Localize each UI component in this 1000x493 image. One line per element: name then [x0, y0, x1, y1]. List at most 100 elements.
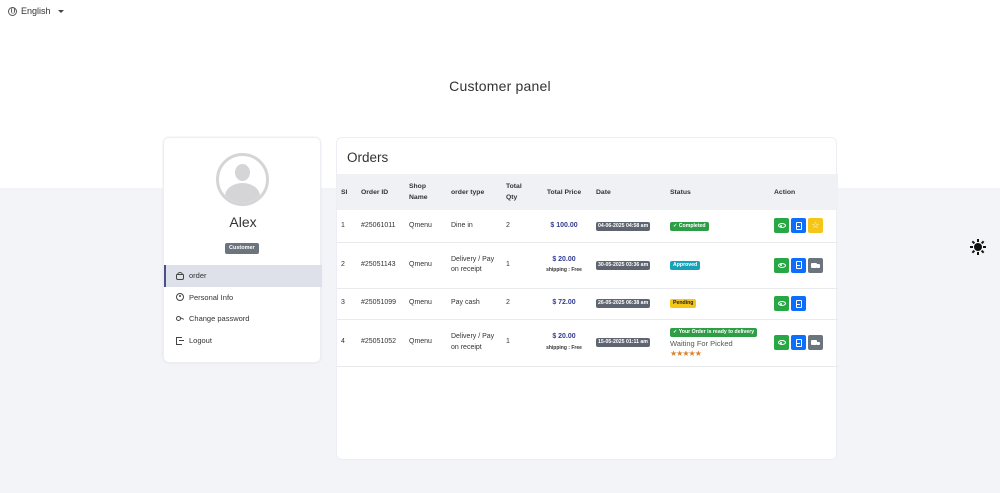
star-icon: ☆	[811, 220, 820, 231]
logout-icon	[176, 336, 184, 346]
col-status: Status	[670, 188, 691, 196]
cell-price: $ 72.00	[536, 288, 592, 320]
cell-type: Dine in	[447, 210, 502, 243]
cell-type: Pay cash	[447, 288, 502, 320]
table-row: 1 #25061011 Qmenu Dine in 2 $ 100.00 04-…	[337, 210, 838, 243]
sidebar-menu: order Personal Info Change password Logo…	[164, 265, 322, 351]
eye-icon	[777, 301, 786, 306]
cell-price: $ 20.00 shipping : Free	[536, 319, 592, 367]
sidebar-item-change-password[interactable]: Change password	[164, 308, 322, 330]
sidebar-item-label: Personal Info	[189, 292, 234, 302]
file-pdf-icon	[795, 338, 802, 347]
price-value: $ 100.00	[550, 221, 578, 229]
invoice-button[interactable]	[791, 257, 806, 273]
language-selector[interactable]: English	[8, 6, 64, 16]
col-total-price: Total Price	[546, 188, 582, 196]
cell-order-id: #25051052	[357, 319, 405, 367]
col-order-id: Order ID	[361, 188, 389, 196]
cell-order-id: #25061011	[357, 210, 405, 243]
price-value: $ 72.00	[552, 299, 576, 307]
status-badge: ✓ Completed	[670, 221, 709, 231]
track-delivery-button[interactable]	[808, 335, 823, 350]
sidebar-item-order[interactable]: order	[164, 265, 322, 287]
sidebar-item-personal-info[interactable]: Personal Info	[164, 287, 322, 309]
key-icon	[176, 315, 184, 323]
price-value: $ 20.00	[552, 255, 576, 263]
sidebar-item-label: Logout	[189, 335, 212, 345]
date-badge: 26-05-2025 06:38 am	[596, 299, 651, 309]
status-note: Waiting For Picked	[670, 338, 733, 348]
status-badge: Pending	[670, 299, 697, 309]
shipping-text: shipping : Free	[546, 344, 582, 351]
sidebar-item-logout[interactable]: Logout	[164, 330, 322, 352]
basket-icon	[176, 271, 184, 280]
cell-qty: 2	[502, 210, 536, 243]
view-order-button[interactable]	[774, 296, 789, 311]
rating-stars: ★★★★★	[670, 349, 702, 358]
invoice-button[interactable]	[791, 218, 806, 234]
col-shop-name: Shop Name	[409, 183, 428, 201]
orders-table: Sl Order ID Shop Name order type Total Q…	[337, 174, 838, 367]
cell-date: 26-05-2025 06:38 am	[592, 288, 666, 320]
cell-price: $ 100.00	[536, 210, 592, 243]
cell-sl: 1	[337, 210, 357, 243]
sidebar-item-label: order	[189, 271, 207, 281]
cell-date: 04-06-2025 04:58 am	[592, 210, 666, 243]
table-row: 2 #25051143 Qmenu Delivery / Pay on rece…	[337, 242, 838, 289]
date-badge: 30-05-2025 03:36 am	[596, 260, 651, 270]
status-badge: ✓ Your Order is ready to delivery	[670, 328, 758, 337]
cell-status: Pending	[666, 288, 770, 320]
view-order-button[interactable]	[774, 335, 789, 350]
cell-date: 15-05-2025 01:11 am	[592, 319, 666, 367]
cell-sl: 2	[337, 242, 357, 289]
profile-sidebar: Alex Customer order Personal Info Change…	[163, 137, 322, 363]
eye-icon	[777, 262, 786, 268]
cell-sl: 3	[337, 288, 357, 320]
file-pdf-icon	[795, 221, 802, 230]
cell-order-id: #25051099	[357, 288, 405, 320]
orders-title: Orders	[347, 150, 389, 165]
cell-qty: 1	[502, 319, 536, 367]
cell-qty: 1	[502, 242, 536, 289]
sidebar-item-label: Change password	[189, 314, 250, 324]
cell-shop: Qmenu	[405, 288, 447, 320]
truck-icon	[811, 262, 820, 268]
cell-status: ✓ Your Order is ready to delivery Waitin…	[666, 319, 770, 367]
view-order-button[interactable]	[774, 257, 789, 273]
globe-icon	[8, 6, 17, 16]
cell-actions	[770, 288, 838, 320]
cell-actions: ☆	[770, 210, 838, 243]
date-badge: 15-05-2025 01:11 am	[596, 338, 650, 348]
truck-icon	[811, 340, 820, 345]
invoice-button[interactable]	[791, 335, 806, 350]
shipping-text: shipping : Free	[546, 267, 582, 273]
theme-toggle-button[interactable]	[970, 239, 986, 255]
status-text: Completed	[678, 222, 706, 229]
cell-actions	[770, 319, 838, 367]
invoice-button[interactable]	[791, 296, 806, 311]
cell-type: Delivery / Pay on receipt	[447, 319, 502, 367]
file-pdf-icon	[795, 299, 802, 308]
file-pdf-icon	[795, 261, 802, 269]
table-row: 3 #25051099 Qmenu Pay cash 2 $ 72.00 26-…	[337, 288, 838, 320]
role-badge: Customer	[225, 243, 259, 254]
language-label: English	[21, 6, 51, 16]
user-name: Alex	[229, 214, 257, 230]
cell-status: ✓ Completed	[666, 210, 770, 243]
col-sl: Sl	[341, 188, 348, 196]
review-button[interactable]: ☆	[808, 218, 823, 234]
caret-down-icon	[57, 9, 64, 13]
date-badge: 04-06-2025 04:58 am	[596, 221, 651, 231]
cell-shop: Qmenu	[405, 319, 447, 367]
person-circle-icon	[176, 293, 184, 302]
orders-card: Orders Sl Order ID Shop Name order type …	[336, 137, 838, 460]
status-text: Your Order is ready to delivery	[678, 329, 755, 335]
page-title: Customer panel	[449, 78, 551, 94]
view-order-button[interactable]	[774, 218, 789, 234]
cell-date: 30-05-2025 03:36 am	[592, 242, 666, 289]
col-order-type: order type	[451, 188, 485, 196]
cell-order-id: #25051143	[357, 242, 405, 289]
eye-icon	[777, 340, 786, 345]
cell-shop: Qmenu	[405, 242, 447, 289]
track-delivery-button[interactable]	[808, 257, 823, 273]
